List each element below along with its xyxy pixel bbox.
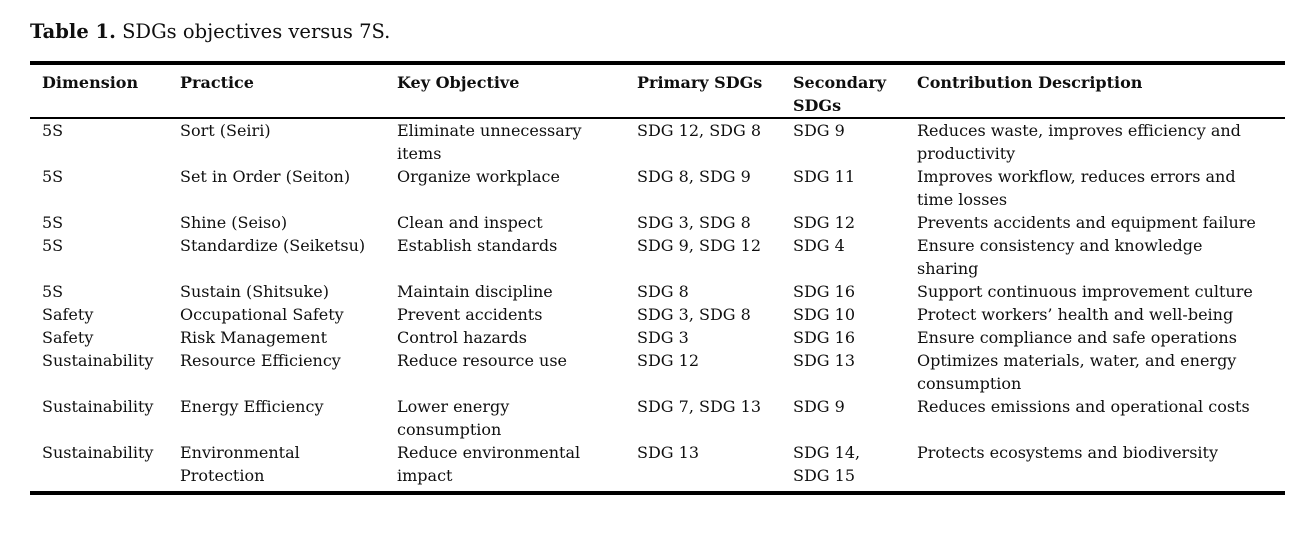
cell-secondary-sdgs: SDG 13 bbox=[793, 351, 856, 370]
cell-secondary-sdgs: SDG 16 bbox=[793, 282, 856, 301]
cell-primary-sdgs: SDG 3, SDG 8 bbox=[637, 213, 751, 232]
cell-secondary-sdgs: SDG 9 bbox=[793, 121, 845, 140]
cell-key-objective: Eliminate unnecessary items bbox=[397, 121, 582, 163]
cell-contribution-description: Improves workflow, reduces errors and ti… bbox=[917, 167, 1236, 209]
table-caption-label: Table 1. bbox=[30, 20, 116, 43]
cell-contribution-description: Reduces waste, improves efficiency and p… bbox=[917, 121, 1241, 163]
cell-secondary-sdgs: SDG 9 bbox=[793, 397, 845, 416]
cell-dimension: Safety bbox=[42, 305, 94, 324]
cell-key-objective: Maintain discipline bbox=[397, 282, 553, 301]
cell-contribution-description: Ensure consistency and knowledge sharing bbox=[917, 236, 1203, 278]
cell-primary-sdgs: SDG 8 bbox=[637, 282, 689, 301]
cell-secondary-sdgs: SDG 4 bbox=[793, 236, 845, 255]
cell-contribution-description: Reduces emissions and operational costs bbox=[917, 397, 1250, 416]
table-row: Sustainability Energy Efficiency Lower e… bbox=[30, 395, 1285, 441]
cell-contribution-description: Ensure compliance and safe operations bbox=[917, 328, 1237, 347]
cell-primary-sdgs: SDG 8, SDG 9 bbox=[637, 167, 751, 186]
cell-secondary-sdgs: SDG 10 bbox=[793, 305, 856, 324]
cell-secondary-sdgs: SDG 11 bbox=[793, 167, 856, 186]
cell-primary-sdgs: SDG 7, SDG 13 bbox=[637, 397, 762, 416]
cell-primary-sdgs: SDG 12 bbox=[637, 351, 700, 370]
cell-dimension: Safety bbox=[42, 328, 94, 347]
cell-primary-sdgs: SDG 3, SDG 8 bbox=[637, 305, 751, 324]
cell-practice: Risk Management bbox=[180, 328, 328, 347]
cell-secondary-sdgs: SDG 12 bbox=[793, 213, 856, 232]
cell-key-objective: Control hazards bbox=[397, 328, 528, 347]
cell-practice: Environmental Protection bbox=[180, 443, 300, 485]
header-row: Dimension Practice Key Objective Primary… bbox=[30, 63, 1285, 119]
cell-primary-sdgs: SDG 13 bbox=[637, 443, 700, 462]
cell-secondary-sdgs: SDG 14, SDG 15 bbox=[793, 443, 861, 485]
table-row: Sustainability Resource Efficiency Reduc… bbox=[30, 349, 1285, 395]
cell-contribution-description: Protect workers’ health and well-being bbox=[917, 305, 1234, 324]
table-row: Safety Risk Management Control hazards S… bbox=[30, 326, 1285, 349]
cell-dimension: 5S bbox=[42, 282, 64, 301]
table-row: Sustainability Environmental Protection … bbox=[30, 441, 1285, 493]
cell-practice: Resource Efficiency bbox=[180, 351, 341, 370]
paper-page: Table 1. SDGs objectives versus 7S. Dime… bbox=[0, 19, 1315, 548]
cell-key-objective: Reduce resource use bbox=[397, 351, 567, 370]
cell-contribution-description: Prevents accidents and equipment failure bbox=[917, 213, 1256, 232]
cell-key-objective: Clean and inspect bbox=[397, 213, 543, 232]
cell-practice: Occupational Safety bbox=[180, 305, 344, 324]
cell-contribution-description: Protects ecosystems and biodiversity bbox=[917, 443, 1218, 462]
table-row: 5S Sustain (Shitsuke) Maintain disciplin… bbox=[30, 280, 1285, 303]
table-caption: Table 1. SDGs objectives versus 7S. bbox=[30, 19, 1315, 45]
table-row: 5S Set in Order (Seiton) Organize workpl… bbox=[30, 165, 1285, 211]
cell-primary-sdgs: SDG 3 bbox=[637, 328, 689, 347]
cell-primary-sdgs: SDG 9, SDG 12 bbox=[637, 236, 762, 255]
cell-primary-sdgs: SDG 12, SDG 8 bbox=[637, 121, 762, 140]
cell-dimension: 5S bbox=[42, 121, 64, 140]
cell-key-objective: Prevent accidents bbox=[397, 305, 543, 324]
col-header-contribution-description: Contribution Description bbox=[917, 63, 1285, 119]
sdgs-vs-7s-table: Dimension Practice Key Objective Primary… bbox=[30, 61, 1285, 495]
table-body: 5S Sort (Seiri) Eliminate unnecessary it… bbox=[30, 118, 1285, 493]
cell-practice: Shine (Seiso) bbox=[180, 213, 288, 232]
cell-key-objective: Establish standards bbox=[397, 236, 558, 255]
cell-secondary-sdgs: SDG 16 bbox=[793, 328, 856, 347]
cell-contribution-description: Support continuous improvement culture bbox=[917, 282, 1253, 301]
cell-practice: Set in Order (Seiton) bbox=[180, 167, 351, 186]
cell-dimension: 5S bbox=[42, 236, 64, 255]
cell-practice: Sort (Seiri) bbox=[180, 121, 271, 140]
col-header-dimension: Dimension bbox=[30, 63, 180, 119]
cell-key-objective: Lower energy consumption bbox=[397, 397, 510, 439]
table-row: Safety Occupational Safety Prevent accid… bbox=[30, 303, 1285, 326]
cell-dimension: Sustainability bbox=[42, 443, 154, 462]
col-header-key-objective: Key Objective bbox=[397, 63, 637, 119]
col-header-practice: Practice bbox=[180, 63, 397, 119]
table-caption-text: SDGs objectives versus 7S. bbox=[122, 20, 391, 43]
cell-dimension: 5S bbox=[42, 213, 64, 232]
table-row: 5S Sort (Seiri) Eliminate unnecessary it… bbox=[30, 118, 1285, 165]
table-row: 5S Shine (Seiso) Clean and inspect SDG 3… bbox=[30, 211, 1285, 234]
cell-practice: Standardize (Seiketsu) bbox=[180, 236, 366, 255]
cell-dimension: Sustainability bbox=[42, 351, 154, 370]
cell-dimension: Sustainability bbox=[42, 397, 154, 416]
cell-key-objective: Reduce environmental impact bbox=[397, 443, 581, 485]
col-header-secondary-sdgs: Secondary SDGs bbox=[793, 63, 917, 119]
table-row: 5S Standardize (Seiketsu) Establish stan… bbox=[30, 234, 1285, 280]
cell-key-objective: Organize workplace bbox=[397, 167, 560, 186]
cell-practice: Sustain (Shitsuke) bbox=[180, 282, 329, 301]
cell-contribution-description: Optimizes materials, water, and energy c… bbox=[917, 351, 1237, 393]
cell-dimension: 5S bbox=[42, 167, 64, 186]
col-header-primary-sdgs: Primary SDGs bbox=[637, 63, 793, 119]
cell-practice: Energy Efficiency bbox=[180, 397, 324, 416]
